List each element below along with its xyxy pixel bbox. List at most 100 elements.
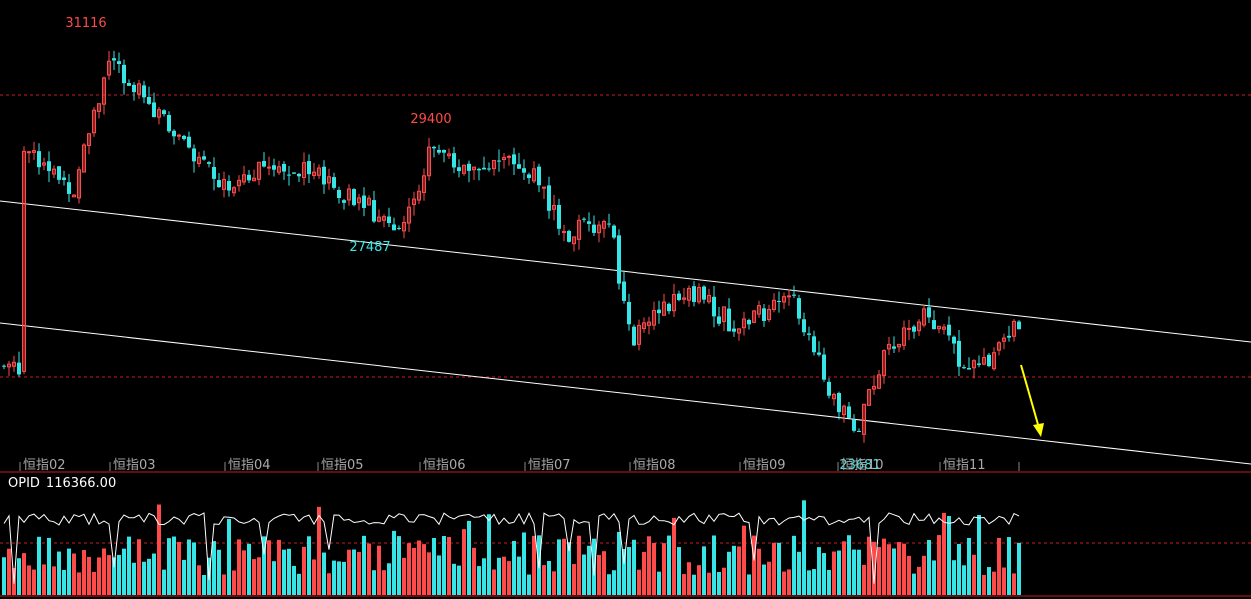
candle-body-up: [222, 178, 226, 190]
indicator-bar: [452, 563, 456, 595]
candle-body-down: [517, 164, 521, 169]
channel-lower-line: [0, 322, 1251, 465]
indicator-bar: [632, 539, 636, 595]
indicator-bar: [842, 541, 846, 595]
indicator-bar: [577, 535, 581, 595]
candle-body-down: [587, 221, 591, 224]
candle-body-up: [312, 171, 316, 176]
indicator-bar: [17, 558, 21, 595]
indicator-bar: [392, 530, 396, 595]
indicator-bar: [67, 548, 71, 595]
indicator-bar: [92, 571, 96, 595]
indicator-bar: [762, 564, 766, 595]
candle-body-up: [752, 310, 756, 323]
indicator-bar: [127, 536, 131, 595]
candle-body-down: [202, 156, 206, 160]
indicator-bar: [502, 556, 506, 595]
candle-body-up: [647, 321, 651, 326]
indicator-bar: [792, 535, 796, 595]
indicator-bar: [382, 570, 386, 595]
indicator-bar: [817, 547, 821, 595]
candle-body-down: [17, 362, 21, 375]
candle-body-up: [277, 166, 281, 173]
indicator-bar: [352, 549, 356, 595]
candle-body-down: [977, 363, 981, 365]
candle-body-down: [397, 227, 401, 229]
candle-body-up: [32, 150, 36, 153]
price-annotation: 27487: [349, 240, 390, 255]
candle-body-up: [87, 133, 91, 147]
price-annotation: 31116: [65, 16, 106, 31]
candle-body-down: [272, 165, 276, 170]
indicator-bar: [322, 552, 326, 595]
candle-body-up: [872, 385, 876, 390]
indicator-bar: [852, 549, 856, 595]
candle-body-down: [717, 316, 721, 324]
indicator-bar: [712, 535, 716, 595]
candle-body-down: [527, 174, 531, 179]
indicator-bar: [482, 558, 486, 595]
indicator-bar: [727, 551, 731, 595]
forecast-arrow: [1020, 364, 1044, 437]
candle-body-up: [427, 146, 431, 177]
indicator-bar: [347, 549, 351, 595]
indicator-bar: [252, 559, 256, 595]
candle-body-up: [672, 294, 676, 312]
candle-body-down: [477, 168, 481, 171]
indicator-bar: [522, 532, 526, 595]
candle-body-down: [342, 200, 346, 203]
candle-body-down: [617, 235, 621, 284]
indicator-bar: [917, 566, 921, 595]
candle-body-up: [572, 236, 576, 245]
indicator-bar: [102, 548, 106, 595]
indicator-bar: [242, 550, 246, 595]
x-axis-label: 恒指02: [23, 458, 66, 473]
trend-channel: [0, 200, 1251, 465]
candle-body-down: [657, 309, 661, 314]
candle-body-down: [812, 336, 816, 353]
indicator-bar: [397, 536, 401, 595]
candle-body-down: [802, 319, 806, 333]
candle-body-up: [597, 224, 601, 234]
indicator-bar: [82, 550, 86, 595]
candle-body-up: [652, 310, 656, 326]
indicator-bar: [652, 543, 656, 595]
candle-body-down: [192, 148, 196, 162]
indicator-bar: [332, 560, 336, 595]
candle-body-down: [822, 354, 826, 380]
indicator-bar: [807, 570, 811, 595]
indicator-bar: [172, 536, 176, 595]
candle-body-up: [742, 318, 746, 329]
indicator-bar: [512, 540, 516, 595]
indicator-bar: [442, 536, 446, 595]
indicator-bar: [422, 544, 426, 595]
candle-body-up: [302, 162, 306, 179]
indicator-bar: [682, 574, 686, 595]
candle-body-up: [242, 174, 246, 183]
indicator-bar: [857, 549, 861, 595]
candle-body-up: [917, 321, 921, 332]
candle-body-up: [357, 197, 361, 204]
indicator-bar: [362, 535, 366, 595]
indicator-bar: [922, 555, 926, 595]
candle-body-up: [722, 306, 726, 323]
indicator-bar: [982, 574, 986, 595]
candle-body-up: [367, 197, 371, 206]
indicator-bar: [157, 504, 161, 595]
candle-body-down: [297, 173, 301, 177]
indicator-bar: [822, 553, 826, 595]
indicator-bar: [37, 536, 41, 595]
indicator-bar: [637, 569, 641, 595]
indicator-bar: [77, 572, 81, 595]
candle-body-up: [942, 326, 946, 330]
candle-body-down: [37, 151, 41, 168]
indicator-bar: [342, 561, 346, 595]
indicator-bar: [802, 500, 806, 595]
candle-body-down: [47, 161, 51, 172]
candle-body-up: [882, 350, 886, 376]
indicator-bar: [507, 561, 511, 595]
candle-body-down: [702, 286, 706, 300]
indicator-bar: [222, 574, 226, 595]
candle-body-up: [492, 159, 496, 170]
